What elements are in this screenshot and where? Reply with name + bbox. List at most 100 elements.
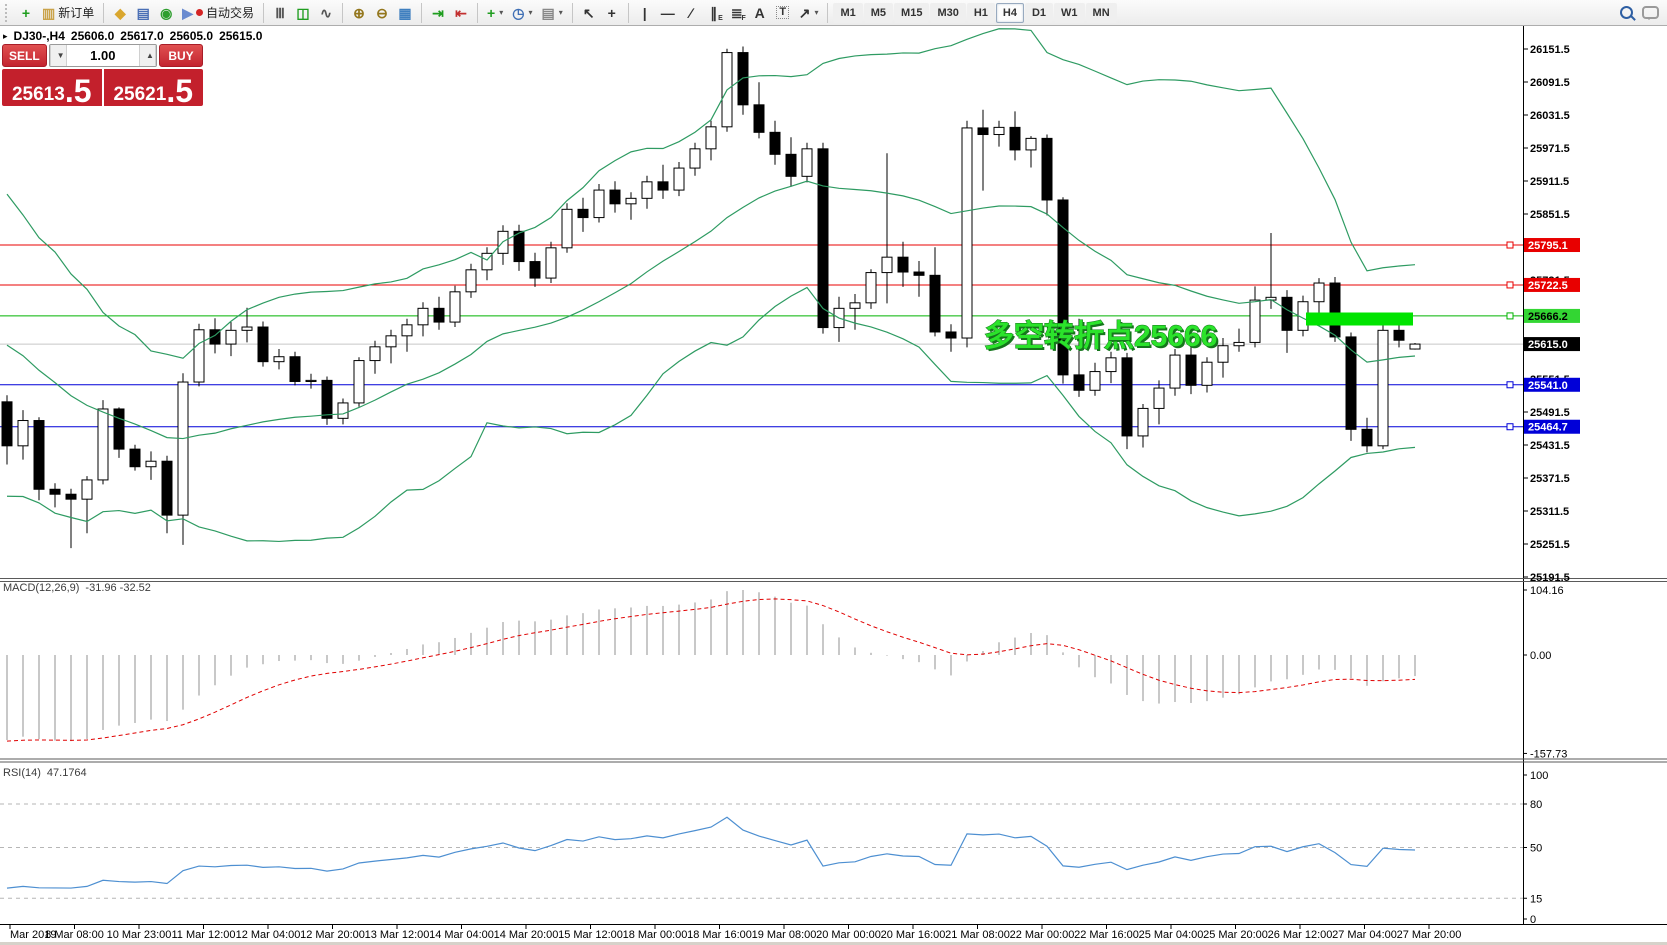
search-button[interactable] xyxy=(1615,2,1637,23)
time-tick: 13 Mar 12:00 xyxy=(365,929,430,941)
chart-window: 多空转折点25666 多空转折点25666 26151.5 26091.5 26031… xyxy=(0,26,1667,945)
time-tick: 12 Mar 20:00 xyxy=(300,929,365,941)
line-handle[interactable] xyxy=(1506,281,1514,289)
candle xyxy=(593,184,605,223)
chat-button[interactable] xyxy=(1638,2,1663,23)
text-button[interactable]: A xyxy=(749,2,771,23)
line-chart-button[interactable]: ∿ xyxy=(315,2,337,23)
cursor-button[interactable]: ↖ xyxy=(578,2,600,23)
price-tick: 25431.5 xyxy=(1530,440,1570,452)
volume-increase-button[interactable]: ▲ xyxy=(139,45,156,66)
candle xyxy=(1,395,13,465)
candle xyxy=(145,451,157,480)
candle xyxy=(945,324,957,352)
zoom-in-button[interactable]: ⊕ xyxy=(348,2,370,23)
cursor-icon: ↖ xyxy=(582,4,595,21)
new-order-button[interactable]: ▥ 新订单 xyxy=(38,2,98,23)
auto-scroll-button[interactable]: ⇥ xyxy=(427,2,449,23)
bar-chart-button[interactable]: Ⅲ xyxy=(269,2,291,23)
macd-pane xyxy=(6,590,1416,742)
arrows-button[interactable]: ↗ ▾ xyxy=(795,2,823,23)
price-tick: 25851.5 xyxy=(1530,209,1570,221)
fibonacci-button[interactable]: ≣ F xyxy=(726,2,748,23)
line-handle[interactable] xyxy=(1506,423,1514,431)
vertical-line-icon: | xyxy=(642,4,647,21)
sell-price-frac: .5 xyxy=(64,72,92,109)
timeframe-h4[interactable]: H4 xyxy=(995,2,1024,23)
horizontal-line-button[interactable]: — xyxy=(657,2,679,23)
autotrading-icon: ▶ xyxy=(182,4,194,21)
timeframe-mn[interactable]: MN xyxy=(1085,2,1117,23)
line-handle[interactable] xyxy=(1506,381,1514,389)
candle xyxy=(897,241,909,287)
trendline-button[interactable]: ∕ xyxy=(680,2,702,23)
candle xyxy=(1025,136,1037,168)
periods-button[interactable]: ◷ ▾ xyxy=(508,2,536,23)
signals-button[interactable]: ◉ xyxy=(155,2,177,23)
crosshair-button[interactable]: + xyxy=(601,2,623,23)
candle xyxy=(369,340,381,374)
text-label-button[interactable]: T xyxy=(772,2,794,23)
candle xyxy=(1377,325,1389,450)
highlight-rectangle-object[interactable] xyxy=(1306,312,1413,326)
timeframe-d1[interactable]: D1 xyxy=(1024,2,1054,23)
time-tick: 21 Mar 08:00 xyxy=(945,929,1010,941)
buy-price[interactable]: 25621.5 xyxy=(104,69,204,107)
indicators-button[interactable]: + ▾ xyxy=(483,2,507,23)
time-tick: 20 Mar 16:00 xyxy=(881,929,946,941)
text-annotation-object[interactable]: 多空转折点25666 xyxy=(984,320,1218,354)
timeframe-h1[interactable]: H1 xyxy=(966,2,995,23)
tile-windows-button[interactable]: ▦ xyxy=(394,2,416,23)
timeframe-w1[interactable]: W1 xyxy=(1054,2,1085,23)
line-handle[interactable] xyxy=(1506,241,1514,249)
timeframe-m15[interactable]: M15 xyxy=(894,2,930,23)
candle xyxy=(801,142,813,183)
candle xyxy=(433,296,445,330)
candle xyxy=(1217,338,1229,378)
candle xyxy=(977,109,989,191)
buy-button[interactable]: BUY xyxy=(159,44,203,67)
candle xyxy=(913,261,925,297)
candle xyxy=(1089,362,1101,396)
timeframe-m1[interactable]: M1 xyxy=(833,2,863,23)
candle xyxy=(881,153,893,304)
candle xyxy=(97,400,109,485)
price-tick: 25371.5 xyxy=(1530,473,1570,485)
chat-icon xyxy=(1642,6,1659,20)
time-tick: 18 Mar 16:00 xyxy=(687,929,752,941)
channel-button[interactable]: ∥ E xyxy=(703,2,725,23)
chart-shift-button[interactable]: ⇤ xyxy=(450,2,472,23)
time-tick: 14 Mar 04:00 xyxy=(429,929,494,941)
candle xyxy=(1265,232,1277,309)
market-watch-button[interactable]: ◆ xyxy=(109,2,131,23)
toolbar-separator xyxy=(263,2,265,23)
timeframe-m30[interactable]: M30 xyxy=(930,2,966,23)
candle xyxy=(1009,111,1021,161)
price-tick: 25311.5 xyxy=(1530,506,1569,518)
line-handle[interactable] xyxy=(1506,312,1514,320)
candle xyxy=(81,476,93,534)
chevron-down-icon: ▾ xyxy=(814,7,819,17)
candle xyxy=(1169,349,1181,396)
metaeditor-button[interactable]: ▤ xyxy=(132,2,154,23)
timeframe-m5[interactable]: M5 xyxy=(863,2,894,23)
price-badge xyxy=(1524,277,1580,292)
sell-price[interactable]: 25613.5 xyxy=(2,69,102,109)
templates-button[interactable]: ▤ ▾ xyxy=(537,2,566,23)
candle xyxy=(401,318,413,352)
volume-input[interactable] xyxy=(66,45,139,66)
vertical-line-button[interactable]: | xyxy=(634,2,656,23)
buy-price-main: 25621 xyxy=(113,84,167,105)
indicators-icon: + xyxy=(487,4,496,21)
sell-button[interactable]: SELL xyxy=(2,44,47,67)
price-divider xyxy=(101,69,104,106)
volume-decrease-button[interactable]: ▼ xyxy=(49,45,67,66)
time-tick: 11 Mar 12:00 xyxy=(171,929,235,941)
autotrading-button[interactable]: ▶ 自动交易 xyxy=(178,2,258,23)
new-chart-button[interactable]: + xyxy=(15,2,37,23)
candlestick-chart-button[interactable]: ◫ xyxy=(292,2,314,23)
toolbar-separator xyxy=(421,2,423,23)
zoom-out-button[interactable]: ⊖ xyxy=(371,2,393,23)
candle xyxy=(33,417,45,501)
